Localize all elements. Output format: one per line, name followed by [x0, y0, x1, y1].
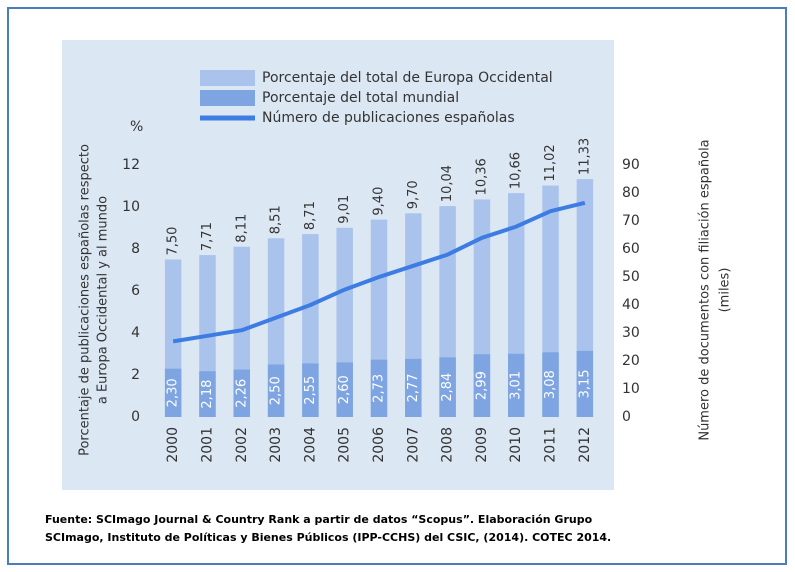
legend-swatch — [200, 90, 255, 106]
x-tick-label: 2010 — [508, 427, 524, 463]
y2-tick-label: 50 — [622, 269, 640, 285]
value-label: 3,15 — [577, 369, 592, 398]
y2-tick-label: 40 — [622, 297, 640, 313]
y2-tick-label: 70 — [622, 213, 640, 229]
y2-axis-label: (miles) — [718, 268, 733, 313]
legend-swatch — [200, 70, 255, 86]
bar — [164, 368, 182, 417]
x-tick-label: 2006 — [371, 427, 387, 463]
x-tick-label: 2005 — [337, 427, 353, 463]
bar — [267, 364, 285, 417]
value-label: 2,55 — [303, 376, 318, 405]
value-label: 9,40 — [372, 187, 387, 216]
value-label: 2,26 — [234, 379, 249, 408]
value-label: 2,60 — [337, 375, 352, 404]
y-axis-label: a Europa Occidental y al mundo — [96, 196, 111, 404]
value-label: 11,33 — [577, 138, 592, 175]
bar — [370, 359, 388, 417]
legend-label: Porcentaje del total mundial — [262, 90, 459, 106]
x-tick-label: 2004 — [302, 427, 318, 463]
bar — [576, 350, 594, 417]
y2-tick-label: 10 — [622, 381, 640, 397]
legend-label: Número de publicaciones españolas — [262, 110, 515, 126]
value-label: 11,02 — [543, 144, 558, 181]
y-tick-label: 6 — [131, 283, 140, 299]
y2-tick-label: 20 — [622, 353, 640, 369]
value-label: 9,01 — [337, 195, 352, 224]
y-tick-label: 2 — [131, 367, 140, 383]
value-label: 8,71 — [303, 201, 318, 230]
value-label: 10,04 — [440, 165, 455, 202]
line — [172, 200, 586, 344]
x-tick-label: 2012 — [577, 427, 593, 463]
source-line: SCImago, Instituto de Políticas y Bienes… — [45, 531, 611, 544]
y-unit: % — [130, 119, 143, 135]
y-tick-label: 10 — [122, 199, 140, 215]
x-tick-label: 2001 — [199, 427, 215, 463]
x-tick-label: 2002 — [234, 427, 250, 463]
value-label: 8,11 — [234, 214, 249, 243]
value-label: 7,71 — [200, 222, 215, 251]
bar — [542, 352, 559, 417]
bar — [473, 354, 491, 417]
value-label: 10,36 — [474, 158, 489, 195]
y-tick-label: 4 — [131, 325, 140, 341]
y2-axis-label: Número de documentos con filiación españ… — [698, 139, 713, 440]
bar — [199, 371, 216, 417]
y-tick-label: 0 — [131, 409, 140, 425]
source-line: Fuente: SCImago Journal & Country Rank a… — [45, 513, 593, 526]
value-label: 3,08 — [543, 370, 558, 399]
y-tick-label: 8 — [131, 241, 140, 257]
value-label: 2,77 — [406, 373, 421, 402]
value-label: 2,18 — [200, 380, 215, 409]
value-label: 2,84 — [440, 373, 455, 402]
bar — [233, 369, 251, 417]
value-label: 9,70 — [406, 180, 421, 209]
value-label: 8,51 — [269, 205, 284, 234]
bar — [405, 358, 422, 417]
frame — [7, 7, 787, 565]
value-label: 10,66 — [509, 152, 524, 189]
y-axis-label: Porcentaje de publicaciones españolas re… — [78, 144, 93, 456]
value-label: 2,50 — [269, 376, 284, 405]
x-tick-label: 2007 — [405, 427, 421, 463]
legend-label: Porcentaje del total de Europa Occidenta… — [262, 70, 553, 86]
y2-tick-label: 0 — [622, 409, 631, 425]
bar — [507, 353, 525, 417]
x-tick-label: 2003 — [268, 427, 284, 463]
x-tick-label: 2009 — [474, 427, 490, 463]
value-label: 7,50 — [166, 227, 181, 256]
value-label: 2,99 — [474, 371, 489, 400]
y2-tick-label: 90 — [622, 157, 640, 173]
value-label: 2,73 — [372, 374, 387, 403]
y2-tick-label: 80 — [622, 185, 640, 201]
y-tick-label: 12 — [122, 157, 140, 173]
x-tick-label: 2011 — [543, 427, 559, 463]
y2-tick-label: 60 — [622, 241, 640, 257]
x-tick-label: 2008 — [440, 427, 456, 463]
y2-tick-label: 30 — [622, 325, 640, 341]
value-label: 2,30 — [166, 378, 181, 407]
bar — [336, 362, 353, 417]
bar — [439, 357, 456, 417]
value-label: 3,01 — [509, 371, 524, 400]
bar — [302, 363, 319, 417]
x-tick-label: 2000 — [165, 427, 181, 463]
